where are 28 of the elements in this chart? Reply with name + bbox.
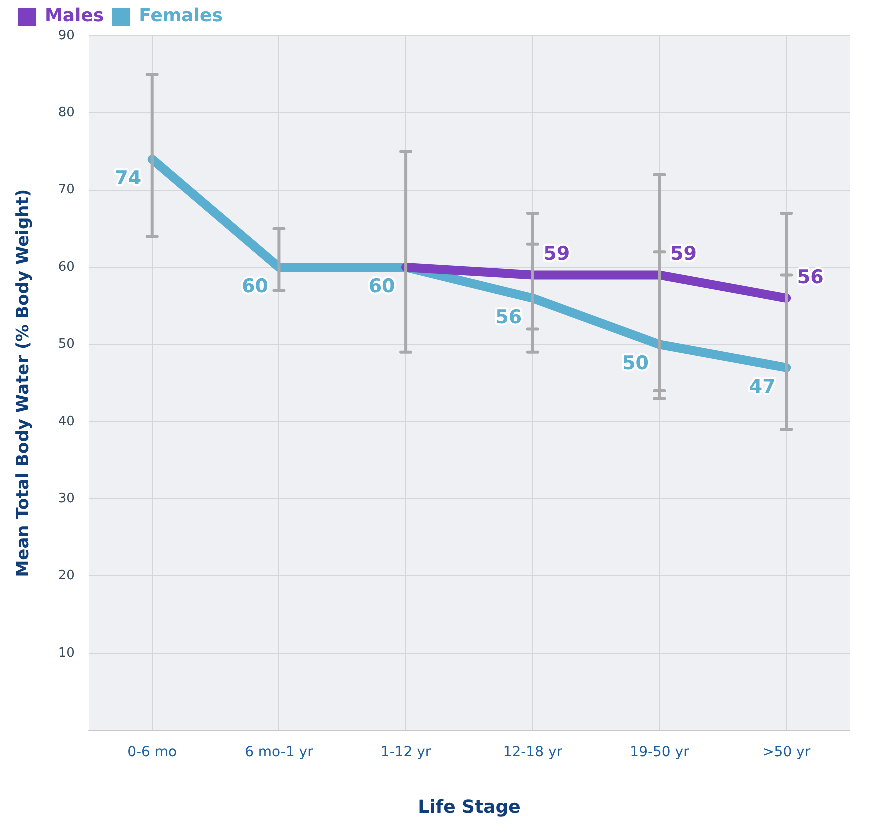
x-tick-label: 19-50 yr: [630, 744, 690, 761]
data-label: 60: [242, 275, 268, 298]
y-tick-label: 70: [58, 182, 75, 198]
y-tick-label: 20: [58, 568, 75, 584]
data-label: 47: [749, 376, 776, 398]
legend-label: Males: [45, 6, 104, 27]
y-tick-label: 80: [58, 106, 75, 121]
data-label: 60: [368, 275, 396, 298]
y-axis-title: Mean Total Body Water (% Body Weight): [14, 189, 34, 578]
data-label: 56: [797, 266, 824, 288]
y-tick-label: 30: [58, 491, 75, 506]
y-tick-label: 10: [58, 646, 75, 661]
legend-label: Females: [139, 6, 223, 27]
data-label: 56: [496, 306, 522, 328]
data-label: 59: [670, 243, 697, 266]
x-axis-title: Life Stage: [418, 796, 521, 818]
x-tick-label: >50 yr: [762, 744, 811, 761]
x-tick-label: 12-18 yr: [503, 744, 563, 761]
data-label: 50: [622, 352, 649, 375]
y-tick-label: 60: [58, 260, 75, 275]
x-tick-label: 6 mo-1 yr: [245, 744, 314, 761]
y-tick-label: 90: [58, 28, 75, 44]
y-tick-label: 50: [58, 337, 75, 352]
x-tick-label: 0-6 mo: [128, 744, 178, 761]
data-label: 59: [544, 243, 570, 266]
x-tick-label: 1-12 yr: [380, 744, 432, 761]
y-tick-label: 40: [58, 414, 75, 430]
data-label: 74: [115, 167, 142, 190]
